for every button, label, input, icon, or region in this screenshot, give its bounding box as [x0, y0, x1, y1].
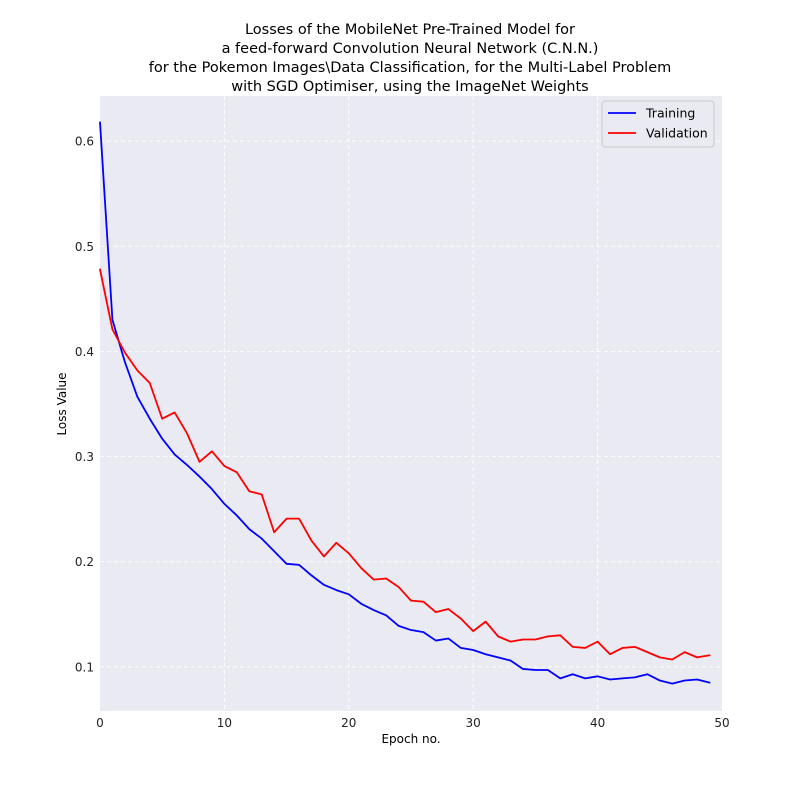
series-line-validation — [99, 268, 711, 661]
y-tick-label: 0.5 — [75, 240, 94, 254]
chart-title: Losses of the MobileNet Pre-Trained Mode… — [149, 22, 672, 95]
title-line: with SGD Optimiser, using the ImageNet W… — [231, 79, 588, 95]
y-tick-label: 0.4 — [75, 345, 94, 359]
series-lines — [99, 121, 711, 685]
legend-label: Validation — [646, 126, 708, 141]
x-tick-label: 0 — [96, 716, 104, 730]
x-tick-label: 50 — [714, 716, 729, 730]
x-tick-label: 30 — [466, 716, 481, 730]
series-line-training — [99, 121, 711, 685]
y-axis-label: Loss Value — [55, 372, 69, 435]
legend-label: Training — [645, 106, 695, 121]
y-axis-ticks: 0.1 0.2 0.3 0.4 0.5 0.6 — [75, 135, 94, 675]
y-tick-label: 0.2 — [75, 555, 94, 569]
x-tick-label: 20 — [341, 716, 356, 730]
x-tick-label: 10 — [217, 716, 232, 730]
title-line: a feed-forward Convolution Neural Networ… — [222, 41, 599, 57]
y-tick-label: 0.6 — [75, 135, 94, 149]
legend: Training Validation — [601, 100, 715, 148]
title-line: for the Pokemon Images\Data Classificati… — [149, 60, 672, 76]
title-line: Losses of the MobileNet Pre-Trained Mode… — [245, 22, 575, 38]
y-tick-label: 0.3 — [75, 450, 94, 464]
x-axis-ticks: 0 10 20 30 40 50 — [96, 716, 729, 730]
x-tick-label: 40 — [590, 716, 605, 730]
y-tick-label: 0.1 — [75, 660, 94, 674]
x-axis-label: Epoch no. — [381, 732, 440, 746]
plot-area — [100, 96, 722, 711]
